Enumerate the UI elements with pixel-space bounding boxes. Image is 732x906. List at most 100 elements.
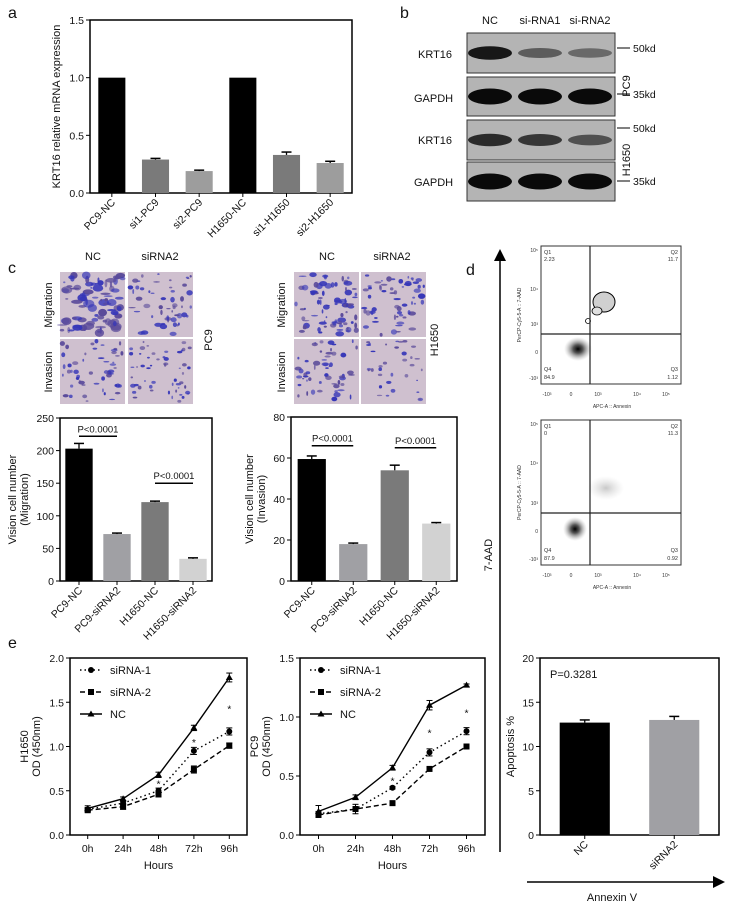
stained-cell (94, 338, 99, 344)
quadrant-q4-label: Q4 (544, 367, 551, 373)
stained-cell (100, 298, 103, 302)
y-tick-label: 0 (48, 576, 54, 588)
stained-cell (94, 328, 105, 337)
legend-marker (318, 667, 324, 673)
y-tick-label: 250 (36, 413, 54, 425)
panel-label-d: d (466, 262, 475, 279)
stained-cell (374, 317, 378, 320)
x-tick-label: 96h (458, 843, 476, 855)
p-value-label: P<0.0001 (395, 436, 436, 447)
y-tick-label: 0.5 (49, 786, 64, 798)
stained-cell (118, 315, 122, 318)
y-tick-label: 0.5 (279, 771, 294, 783)
y-tick-label: 0.0 (49, 830, 64, 842)
stained-cell (318, 296, 323, 300)
blot-band (568, 173, 612, 190)
stained-cell (84, 352, 87, 356)
stained-cell (297, 383, 302, 387)
stained-cell (181, 312, 188, 318)
stained-cell (413, 288, 421, 293)
data-point-NC (463, 681, 470, 688)
stained-cell (298, 368, 304, 374)
stained-cell (187, 366, 191, 370)
y-tick-label: 200 (36, 446, 54, 458)
stained-cell (82, 358, 85, 362)
stained-cell (174, 314, 180, 317)
stained-cell (81, 384, 86, 386)
significance-star: * (192, 737, 196, 749)
bar (229, 77, 257, 193)
stained-cell (302, 375, 309, 378)
y-axis-label: H1650 (19, 730, 31, 762)
y-axis-label: (Migration) (19, 473, 31, 526)
stained-cell (181, 395, 185, 399)
legend-label: NC (340, 709, 356, 721)
data-point-siRNA-1 (426, 749, 433, 756)
stained-cell (82, 289, 94, 295)
flow-x-tick-label: 10³ (594, 392, 602, 398)
stained-cell (180, 349, 184, 352)
stained-cell (146, 344, 150, 347)
stained-cell (390, 388, 396, 393)
stained-cell (185, 276, 189, 279)
blot-band (468, 133, 512, 147)
stained-cell (378, 365, 383, 368)
legend-marker (317, 710, 325, 717)
stained-cell (297, 356, 300, 360)
stained-cell (415, 278, 423, 282)
stained-cell (158, 305, 163, 310)
tw-row-invasion: Invasion (43, 352, 55, 393)
stained-cell (407, 275, 410, 279)
stained-cell (332, 398, 337, 401)
stained-cell (132, 278, 139, 283)
stained-cell (157, 273, 160, 275)
stained-cell (86, 320, 95, 326)
tw-col-nc: NC (319, 251, 335, 263)
stained-cell (177, 322, 180, 326)
blot-col-sirna2: si-RNA2 (570, 15, 611, 27)
flow-y-tick-label: 10⁴ (530, 287, 538, 293)
significance-star: * (464, 707, 468, 719)
stained-cell (105, 278, 117, 283)
y-tick-label: 0.5 (69, 130, 84, 142)
tw-row-migration: Migration (43, 282, 55, 327)
stained-cell (114, 391, 121, 395)
stained-cell (91, 317, 99, 322)
stained-cell (85, 400, 89, 402)
data-point-siRNA-2 (120, 803, 127, 810)
quadrant-q4-value: 84.9 (544, 375, 555, 381)
stained-cell (310, 389, 316, 395)
stained-cell (368, 342, 371, 345)
stained-cell (68, 275, 75, 280)
flow-plot-frame (540, 245, 682, 385)
stained-cell (173, 378, 177, 382)
series-line-NC (318, 684, 467, 813)
stained-cell (97, 357, 105, 360)
bar (272, 154, 301, 193)
blot-col-sirna1: si-RNA1 (520, 15, 561, 27)
stained-cell (323, 325, 327, 328)
x-tick-label: 72h (185, 843, 203, 855)
stained-cell (189, 274, 192, 278)
stained-cell (354, 292, 358, 297)
p-value-label: P<0.0001 (78, 424, 119, 435)
stained-cell (63, 281, 66, 284)
stained-cell (393, 297, 401, 301)
y-tick-label: 0 (528, 830, 534, 842)
legend-label: siRNA-1 (110, 665, 151, 677)
stained-cell (402, 339, 408, 343)
y-axis-label: Vision cell number (244, 454, 256, 544)
bar (422, 523, 451, 581)
y-tick-label: 15 (522, 697, 534, 709)
quadrant-q3-value: 0.92 (667, 556, 678, 562)
blot-band (518, 134, 562, 146)
stained-cell (132, 396, 138, 399)
blot-band (568, 134, 612, 146)
blot-row-gapdh-h1650: GAPDH (414, 177, 453, 189)
stained-cell (56, 324, 68, 326)
stained-cell (170, 296, 175, 303)
stained-cell (136, 366, 139, 368)
stained-cell (340, 352, 347, 358)
bar (141, 502, 169, 581)
stained-cell (182, 363, 187, 367)
